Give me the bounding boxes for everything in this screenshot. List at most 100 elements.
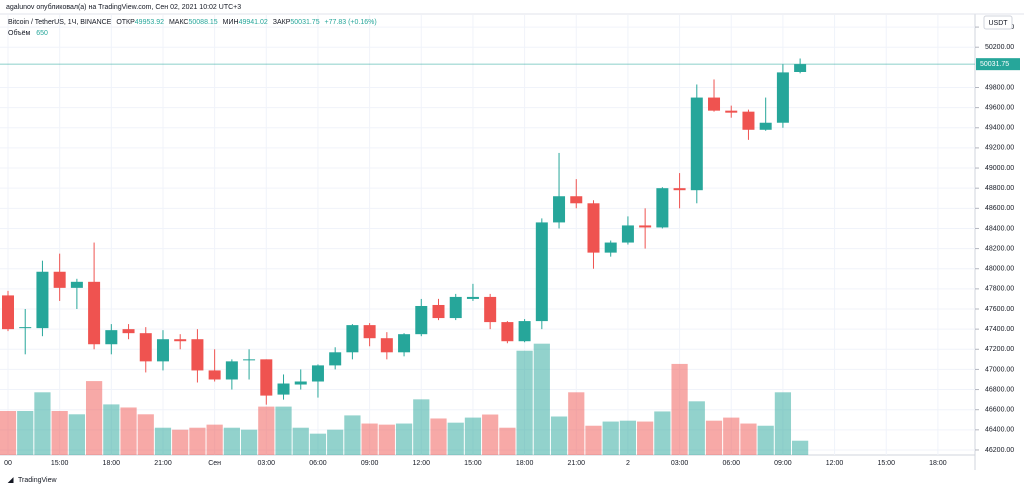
volume-bar bbox=[533, 343, 550, 455]
volume-bar bbox=[240, 429, 258, 455]
volume-bar bbox=[223, 427, 240, 455]
candle-body bbox=[415, 305, 428, 335]
candle-body bbox=[225, 361, 238, 380]
volume-layer bbox=[0, 343, 809, 455]
volume-bar bbox=[723, 417, 740, 455]
y-tick-label: 49600.00 bbox=[985, 104, 1014, 111]
y-tick-label: 50200.00 bbox=[985, 44, 1014, 51]
y-tick-label: 47000.00 bbox=[985, 366, 1014, 373]
x-tick-label: 15:00 bbox=[877, 460, 895, 467]
volume-label: Объём bbox=[8, 29, 30, 37]
low-value: 49941.02 bbox=[239, 19, 268, 26]
volume-bar bbox=[688, 401, 705, 455]
volume-bar bbox=[585, 425, 602, 455]
volume-bar bbox=[258, 406, 275, 455]
x-tick-label: 18:00 bbox=[516, 460, 534, 467]
candle-body bbox=[553, 196, 566, 223]
candle-body bbox=[243, 359, 256, 361]
x-tick-label: 06:00 bbox=[722, 460, 740, 467]
x-tick-label: 12:00 bbox=[826, 460, 844, 467]
volume-bar bbox=[172, 429, 189, 455]
volume-bar bbox=[774, 392, 792, 455]
candle-body bbox=[656, 188, 669, 228]
volume-bar bbox=[637, 421, 654, 455]
candle-body bbox=[380, 338, 393, 353]
volume-bar bbox=[619, 420, 637, 455]
candle-body bbox=[432, 304, 445, 319]
candle-body bbox=[518, 321, 531, 342]
high-label: МАКС bbox=[169, 19, 189, 26]
candle-body bbox=[570, 196, 583, 204]
volume-bar bbox=[34, 392, 51, 455]
candle-body bbox=[19, 327, 32, 329]
change: +77.83 (+0.16%) bbox=[325, 19, 377, 26]
volume-bar bbox=[602, 421, 619, 455]
volume-bar bbox=[740, 423, 757, 455]
candle-body bbox=[604, 242, 617, 253]
volume-bar bbox=[499, 427, 516, 455]
candle-body bbox=[139, 333, 152, 362]
volume-bar bbox=[705, 420, 723, 455]
currency[interactable]: USDT bbox=[988, 20, 1008, 27]
close-value: 50031.75 bbox=[290, 19, 319, 26]
y-tick-label: 46200.00 bbox=[985, 447, 1014, 454]
volume-bar bbox=[361, 423, 378, 455]
candle-body bbox=[621, 225, 634, 243]
volume-bar bbox=[654, 411, 671, 455]
x-tick-label: 15:00 bbox=[464, 460, 482, 467]
y-tick-label: 48200.00 bbox=[985, 245, 1014, 252]
x-tick-label: 03:00 bbox=[258, 460, 276, 467]
currency-box[interactable] bbox=[983, 15, 1013, 30]
candle-body bbox=[53, 271, 66, 288]
candle-body bbox=[673, 188, 686, 191]
x-tick-label: 12:00 bbox=[413, 460, 431, 467]
candle-body bbox=[2, 295, 14, 330]
volume-bar bbox=[430, 418, 447, 455]
y-tick-label: 47800.00 bbox=[985, 286, 1014, 293]
y-tick-label: 47200.00 bbox=[985, 346, 1014, 353]
candle-body bbox=[208, 370, 221, 380]
y-tick-label: 46400.00 bbox=[985, 427, 1014, 434]
volume-bar bbox=[137, 414, 154, 455]
volume-legend: Объём 650 bbox=[8, 29, 48, 37]
x-tick-label: 09:00 bbox=[774, 460, 792, 467]
volume-bar bbox=[378, 424, 395, 455]
y-tick-label: 48000.00 bbox=[985, 266, 1014, 273]
symbol: Bitcoin / TetherUS, 1Ч, BINANCE bbox=[8, 19, 112, 26]
volume-bar bbox=[757, 425, 774, 455]
volume-bar bbox=[447, 422, 464, 455]
footer-logo: ◢ bbox=[7, 477, 14, 484]
volume-bar bbox=[482, 414, 499, 455]
candle-body bbox=[449, 296, 462, 319]
y-tick-label: 48600.00 bbox=[985, 205, 1014, 212]
y-tick-label: 47400.00 bbox=[985, 326, 1014, 333]
candle-body bbox=[311, 365, 324, 382]
candle-body bbox=[174, 339, 187, 342]
candle-body bbox=[329, 352, 342, 366]
candle-body bbox=[725, 110, 738, 113]
candle-body bbox=[794, 64, 807, 72]
candle-body bbox=[759, 122, 772, 130]
volume-bar bbox=[309, 433, 327, 455]
x-tick-label: 09:00 bbox=[361, 460, 379, 467]
volume-bar bbox=[189, 427, 206, 455]
volume-bar bbox=[344, 415, 361, 455]
candle-body bbox=[466, 296, 479, 299]
x-tick-label: 15:00 bbox=[51, 460, 69, 467]
x-tick-label: Сен bbox=[208, 460, 221, 467]
y-tick-label: 46600.00 bbox=[985, 407, 1014, 414]
volume-bar bbox=[395, 423, 413, 455]
candle-body bbox=[398, 334, 411, 353]
low-label: МИН bbox=[223, 19, 239, 26]
candle-body bbox=[535, 222, 548, 322]
open-value: 49953.92 bbox=[135, 19, 164, 26]
volume-bar bbox=[206, 424, 223, 455]
candle-body bbox=[639, 225, 652, 228]
y-tick-label: 49800.00 bbox=[985, 84, 1014, 91]
candle-body bbox=[122, 329, 135, 334]
volume-bar bbox=[17, 411, 34, 455]
candle-body bbox=[501, 322, 514, 342]
y-tick-label: 49000.00 bbox=[985, 165, 1014, 172]
y-tick-label: 48800.00 bbox=[985, 185, 1014, 192]
y-tick-label: 49400.00 bbox=[985, 125, 1014, 132]
